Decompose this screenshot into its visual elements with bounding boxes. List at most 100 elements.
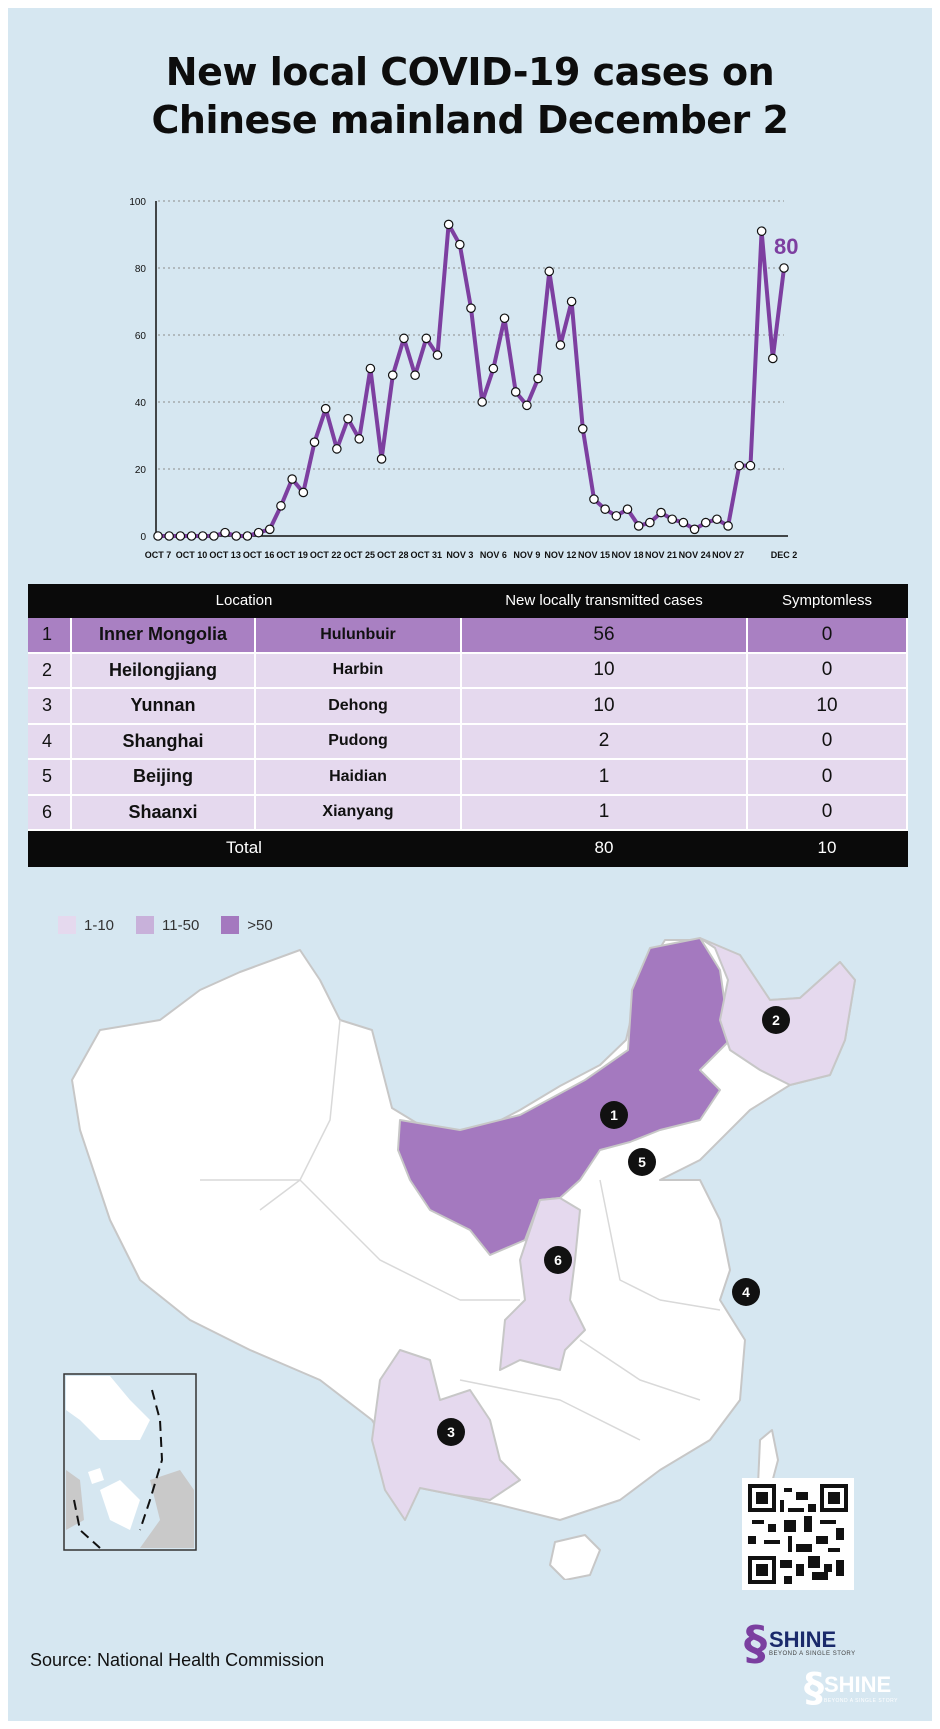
region-inner-mongolia — [397, 937, 731, 1256]
total-label: Total — [28, 831, 462, 867]
data-point — [544, 266, 555, 277]
data-point — [320, 403, 331, 414]
data-point — [455, 239, 465, 250]
row-province: Shaanxi — [72, 795, 256, 831]
x-tick-label: OCT 13 — [209, 550, 241, 560]
data-point — [343, 413, 353, 424]
row-cases: 56 — [462, 618, 748, 654]
map-markers: 1 2 3 4 5 6 — [437, 1006, 790, 1446]
row-city: Xianyang — [256, 795, 462, 831]
row-province: Inner Mongolia — [72, 618, 256, 654]
data-point — [365, 363, 376, 374]
data-point — [488, 363, 499, 374]
data-point — [287, 474, 297, 484]
legend-label-low: 1-10 — [84, 916, 115, 934]
row-city: Harbin — [256, 653, 462, 689]
data-point — [533, 373, 543, 384]
data-point — [611, 511, 622, 521]
data-point — [622, 504, 633, 514]
row-city: Haidian — [256, 760, 462, 796]
legend-swatch-low — [58, 916, 76, 934]
data-point — [522, 400, 532, 411]
row-city: Dehong — [256, 689, 462, 725]
x-tick-label: OCT 25 — [343, 550, 375, 560]
last-value-label: 80 — [774, 234, 798, 259]
data-point — [399, 333, 409, 344]
table-row: 1 Inner Mongolia Hulunbuir 56 0 — [28, 618, 908, 654]
x-tick-label: OCT 19 — [276, 550, 308, 560]
y-tick-label: 60 — [135, 331, 147, 342]
table-row: 3 Yunnan Dehong 10 10 — [28, 689, 908, 725]
row-symptomless: 10 — [748, 689, 908, 725]
data-point — [723, 521, 733, 531]
data-point — [555, 340, 566, 350]
shine-s-icon: § — [744, 1616, 767, 1670]
brand-tagline: BEYOND A SINGLE STORY — [769, 1651, 856, 1657]
data-point — [600, 504, 610, 514]
x-tick-label: NOV 27 — [712, 550, 744, 560]
data-point — [678, 517, 689, 528]
x-tick-label: OCT 28 — [377, 550, 409, 560]
row-rank: 4 — [28, 724, 72, 760]
row-symptomless: 0 — [748, 653, 908, 689]
title-line-1: New local COVID-19 cases on — [165, 50, 775, 94]
data-point — [410, 370, 420, 380]
qr-code[interactable] — [742, 1478, 854, 1590]
x-tick-label: OCT 22 — [310, 550, 342, 560]
data-point — [276, 501, 286, 511]
data-point — [577, 424, 588, 434]
data-point — [510, 387, 521, 397]
title-line-2: Chinese mainland December 2 — [151, 98, 789, 142]
y-tick-label: 0 — [140, 532, 146, 543]
row-province: Yunnan — [72, 689, 256, 725]
map-marker: 4 — [732, 1278, 760, 1306]
data-point — [443, 219, 454, 230]
x-tick-label: OCT 7 — [145, 550, 172, 560]
data-point — [589, 494, 599, 504]
data-point — [231, 531, 242, 541]
series-line — [158, 222, 786, 538]
x-tick-label: NOV 12 — [544, 550, 576, 560]
shine-watermark: § SHINE BEYOND A SINGLE STORY — [804, 1668, 898, 1708]
map-marker: 2 — [762, 1006, 790, 1034]
svg-text:1: 1 — [610, 1107, 618, 1123]
map-legend: 1-10 11-50 >50 — [58, 916, 295, 934]
x-tick-label: OCT 31 — [411, 550, 443, 560]
data-point — [332, 444, 342, 454]
data-point — [745, 460, 756, 471]
shine-logo: § SHINE BEYOND A SINGLE STORY — [744, 1620, 856, 1666]
data-point — [645, 517, 655, 528]
row-rank: 3 — [28, 689, 72, 725]
data-point — [175, 531, 186, 541]
y-tick-label: 40 — [135, 398, 147, 409]
header-cases: New locally transmitted cases — [462, 584, 748, 618]
region-hainan — [549, 1534, 601, 1580]
data-point — [734, 460, 745, 471]
data-point — [354, 434, 365, 444]
legend-swatch-mid — [136, 916, 155, 934]
x-tick-label: DEC 2 — [771, 550, 798, 560]
header-symptomless: Symptomless — [748, 584, 908, 618]
total-symptomless: 10 — [748, 831, 908, 867]
data-point — [667, 514, 678, 525]
total-cases: 80 — [462, 831, 748, 867]
data-point — [466, 303, 476, 313]
data-point — [477, 397, 487, 407]
svg-text:4: 4 — [742, 1284, 750, 1300]
row-cases: 10 — [462, 653, 748, 689]
data-point — [186, 531, 197, 541]
x-tick-label: NOV 15 — [578, 550, 610, 560]
china-map: 1 2 3 4 5 6 — [63, 937, 856, 1580]
row-symptomless: 0 — [748, 760, 908, 796]
row-rank: 2 — [28, 653, 72, 689]
svg-text:5: 5 — [638, 1154, 646, 1170]
x-tick-label: NOV 3 — [446, 550, 473, 560]
x-tick-label: OCT 10 — [176, 550, 208, 560]
data-point — [164, 531, 174, 541]
data-point — [432, 350, 443, 360]
map-marker: 5 — [628, 1148, 656, 1176]
data-point — [197, 531, 208, 541]
x-tick-label: NOV 9 — [513, 550, 540, 560]
infographic-title: New local COVID-19 cases on Chinese main… — [0, 48, 940, 144]
data-point — [656, 507, 666, 518]
